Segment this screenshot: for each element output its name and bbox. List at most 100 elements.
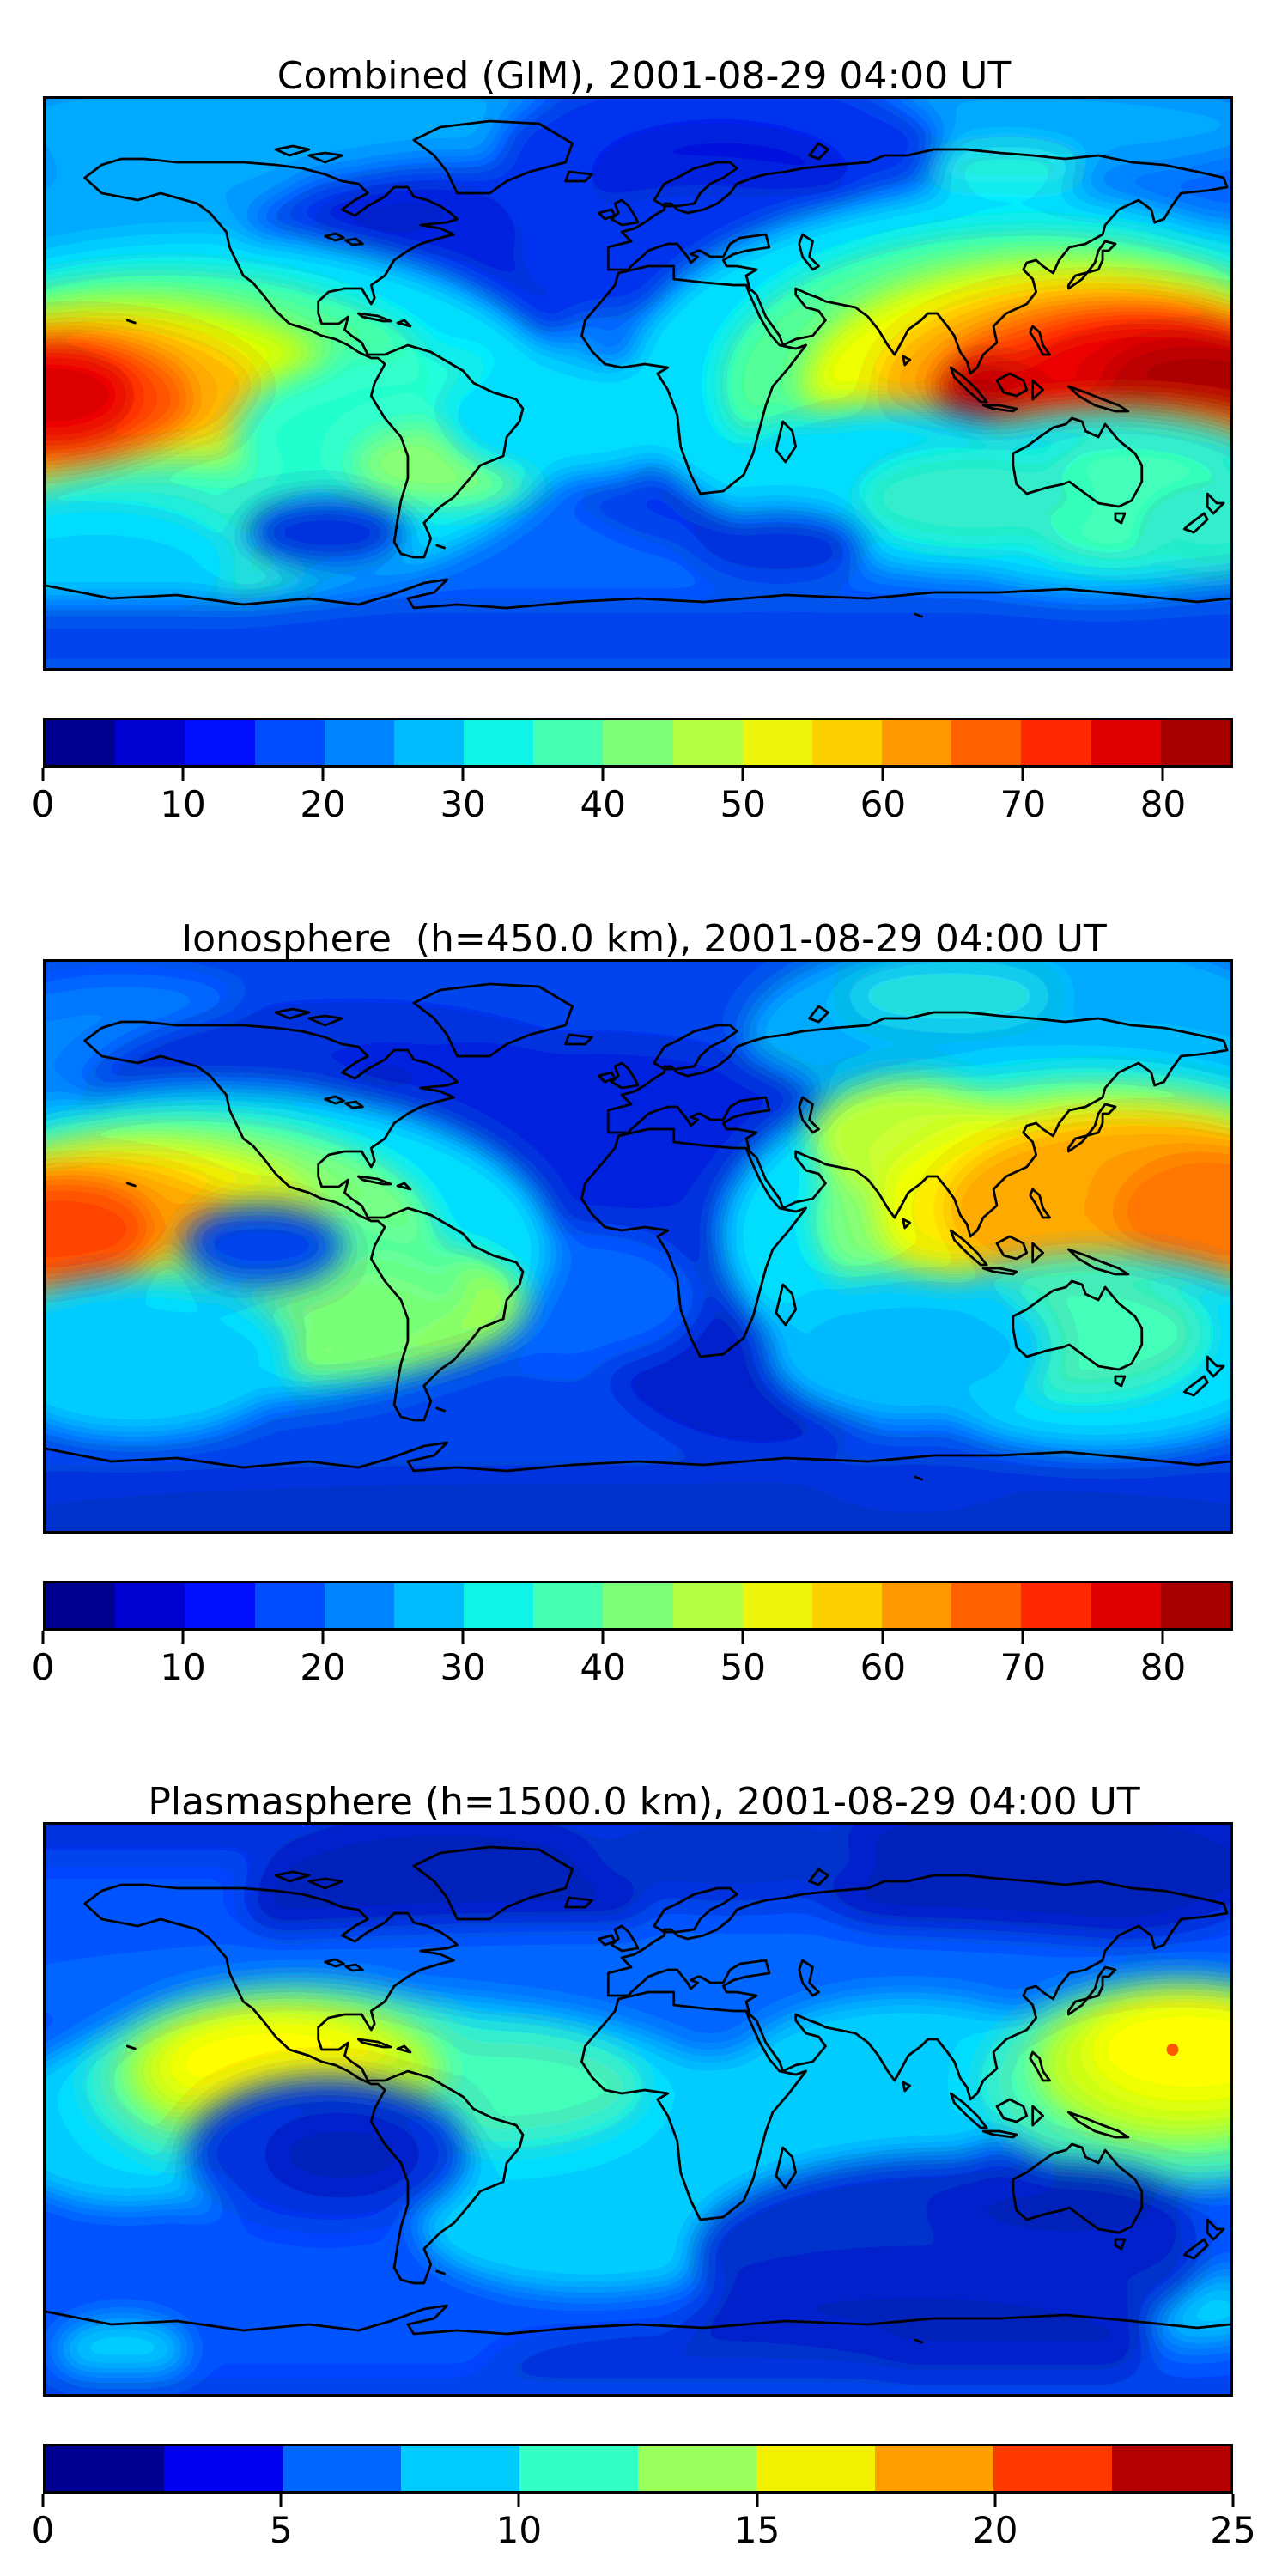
colorbar-segment	[324, 1583, 394, 1628]
panel-title-ionosphere: Ionosphere (h=450.0 km), 2001-08-29 04:0…	[181, 916, 1107, 961]
colorbar-segment	[603, 720, 673, 765]
colorbar-tick-label: 40	[580, 783, 626, 825]
colorbar-segment	[164, 2446, 283, 2491]
colorbar-segment	[393, 1583, 465, 1628]
colorbar-segment	[393, 720, 465, 765]
panel-title-combined: Combined (GIM), 2001-08-29 04:00 UT	[276, 53, 1012, 98]
colorbar-tick-label: 10	[160, 1646, 206, 1688]
colorbar-tick-label: 70	[999, 783, 1047, 825]
tec-field-plasmasphere	[46, 1825, 1230, 2394]
colorbar-segment	[185, 1583, 255, 1628]
colorbar-tick-label: 60	[860, 1646, 907, 1688]
colorbar-tick-label: 50	[720, 1646, 767, 1688]
colorbar-tick	[601, 1631, 605, 1644]
map-canvas-combined	[46, 99, 1230, 668]
colorbar-tick	[461, 1631, 465, 1644]
colorbar-tick-label: 20	[972, 2509, 1018, 2551]
colorbar-tick-label: 15	[733, 2509, 781, 2551]
colorbar-segment	[519, 2446, 638, 2491]
colorbar-tick-label: 0	[31, 2509, 55, 2551]
colorbar-tick	[881, 1631, 884, 1644]
colorbar-tick	[601, 768, 605, 781]
colorbar-segment	[742, 720, 812, 765]
colorbar-segment	[401, 2446, 519, 2491]
colorbar-tick	[1021, 1631, 1024, 1644]
colorbar-ticks-plasmasphere: 0 5 10 15 20 25	[32, 2494, 1256, 2571]
colorbar-tick	[1231, 2494, 1235, 2507]
colorbar-segment	[1112, 2446, 1230, 2491]
colorbar-tick	[993, 2494, 997, 2507]
colorbar-segment	[951, 1583, 1022, 1628]
colorbar-tick	[279, 2494, 283, 2507]
colorbar-tick-label: 80	[1139, 1646, 1187, 1688]
colorbar-segment	[742, 1583, 812, 1628]
colorbar-ionosphere	[43, 1581, 1233, 1631]
colorbar-segment	[811, 1583, 883, 1628]
colorbar-segment	[603, 1583, 673, 1628]
colorbar-tick	[181, 768, 185, 781]
colorbar-segment	[756, 2446, 875, 2491]
colorbar-segment	[1021, 720, 1091, 765]
panel-combined: Combined (GIM), 2001-08-29 04:00 UT	[0, 0, 1288, 863]
colorbar-tick-label: 10	[160, 783, 206, 825]
colorbar-tick-label: 10	[495, 2509, 543, 2551]
colorbar-tick	[1021, 768, 1024, 781]
colorbar-tick-label: 50	[720, 783, 767, 825]
colorbar-segment	[882, 1583, 952, 1628]
colorbar-segment	[1160, 1583, 1230, 1628]
colorbar-tick	[1161, 1631, 1164, 1644]
panel-ionosphere: Ionosphere (h=450.0 km), 2001-08-29 04:0…	[0, 863, 1288, 1726]
map-combined	[43, 96, 1233, 671]
colorbar-tick	[41, 2494, 45, 2507]
colorbar-tick-label: 20	[300, 783, 346, 825]
colorbar-segment	[254, 1583, 325, 1628]
colorbar-tick-label: 25	[1210, 2509, 1256, 2551]
colorbar-tick-label: 30	[440, 783, 486, 825]
colorbar-segment	[46, 720, 116, 765]
colorbar-segment	[283, 2446, 401, 2491]
colorbar-tick-label: 70	[999, 1646, 1047, 1688]
colorbar-plasmasphere	[43, 2444, 1233, 2494]
colorbar-segment	[46, 1583, 116, 1628]
colorbar-tick-label: 0	[31, 783, 55, 825]
colorbar-tick	[181, 1631, 185, 1644]
colorbar-segment	[46, 2446, 164, 2491]
map-canvas-ionosphere	[46, 962, 1230, 1531]
colorbar-segment	[638, 2446, 756, 2491]
tec-field-combined	[46, 99, 1230, 668]
colorbar-tick-label: 80	[1139, 783, 1187, 825]
colorbar-segment	[882, 720, 952, 765]
colorbar-segment	[993, 2446, 1112, 2491]
colorbar-tick	[741, 768, 744, 781]
colorbar-tick	[756, 2494, 759, 2507]
colorbar-tick-label: 60	[860, 783, 907, 825]
colorbar-segments	[46, 1583, 1230, 1628]
colorbar-segment	[1160, 720, 1230, 765]
colorbar-tick-label: 40	[580, 1646, 626, 1688]
colorbar-segment	[533, 720, 604, 765]
colorbar-segment	[464, 720, 534, 765]
colorbar-segments	[46, 2446, 1230, 2491]
colorbar-tick	[461, 768, 465, 781]
colorbar-segment	[254, 720, 325, 765]
colorbar-tick	[41, 1631, 45, 1644]
colorbar-tick-label: 20	[300, 1646, 346, 1688]
colorbar-segment	[533, 1583, 604, 1628]
colorbar-segment	[672, 1583, 743, 1628]
colorbar-segment	[672, 720, 743, 765]
colorbar-tick	[321, 768, 325, 781]
colorbar-tick	[41, 768, 45, 781]
plasmasphere-peak-spike	[1166, 2044, 1179, 2056]
colorbar-ticks-ionosphere: 0 10 20 30 40 50 60 70 80	[32, 1631, 1233, 1708]
map-canvas-plasmasphere	[46, 1825, 1230, 2394]
colorbar-segment	[1091, 1583, 1161, 1628]
panel-title-plasmasphere: Plasmasphere (h=1500.0 km), 2001-08-29 0…	[148, 1779, 1140, 1824]
colorbar-ticks-combined: 0 10 20 30 40 50 60 70 80	[32, 768, 1233, 845]
colorbar-segment	[1021, 1583, 1091, 1628]
colorbar-tick-label: 5	[269, 2509, 293, 2551]
colorbar-segment	[875, 2446, 993, 2491]
colorbar-segment	[951, 720, 1022, 765]
tec-field-ionosphere	[46, 962, 1230, 1531]
colorbar-combined	[43, 718, 1233, 768]
